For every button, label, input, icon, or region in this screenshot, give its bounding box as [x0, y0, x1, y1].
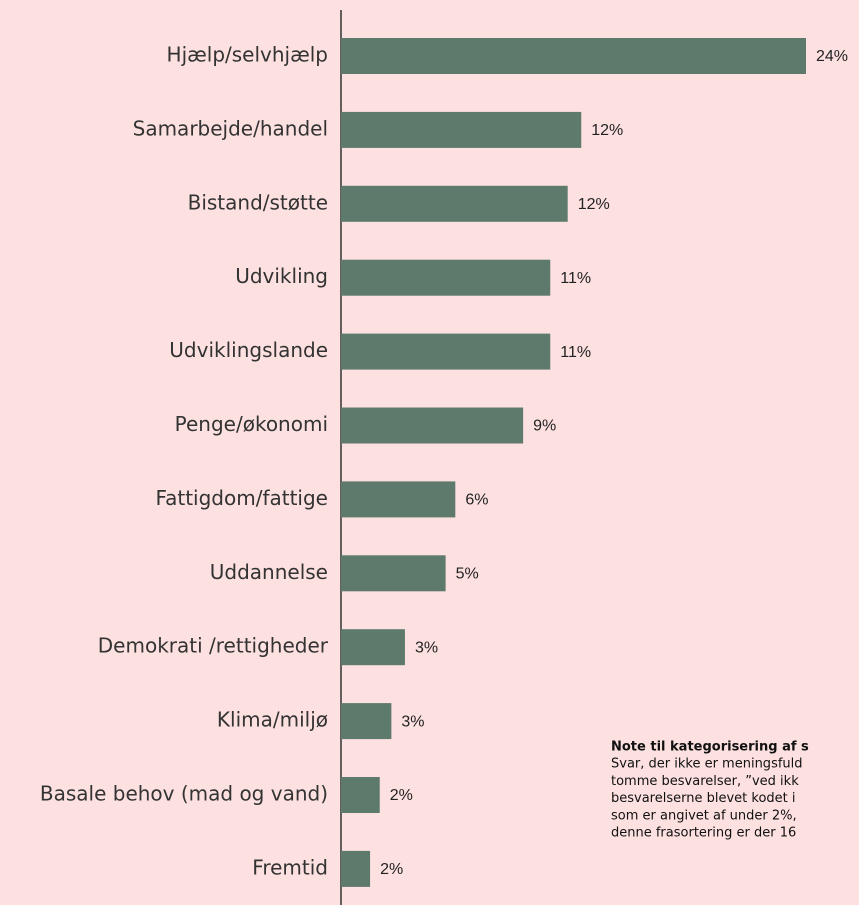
category-label: Penge/økonomi [175, 412, 328, 436]
bar [341, 850, 371, 887]
category-label: Hjælp/selvhjælp [167, 43, 328, 67]
value-label: 2% [380, 861, 403, 878]
bar [341, 777, 380, 813]
bar [341, 111, 582, 148]
bar [341, 333, 551, 370]
bar [341, 629, 405, 666]
note-line: denne frasortering er der 16 [611, 826, 796, 841]
value-label: 9% [533, 418, 556, 435]
value-label: 2% [390, 787, 413, 804]
note-title: Note til kategorisering af s [611, 740, 809, 755]
category-label: Fattigdom/fattige [155, 486, 328, 510]
bar [341, 185, 568, 222]
value-label: 6% [465, 492, 488, 509]
value-label: 12% [591, 122, 623, 139]
bar [341, 38, 806, 74]
value-label: 11% [560, 270, 591, 287]
note-line: besvarelserne blevet kodet i [611, 791, 796, 806]
category-label: Bistand/støtte [188, 190, 328, 214]
value-label: 3% [401, 713, 424, 730]
category-label: Samarbejde/handel [133, 116, 328, 140]
value-label: 3% [415, 639, 438, 656]
bar [341, 555, 446, 592]
value-label: 12% [578, 196, 610, 213]
bar [341, 259, 551, 296]
bar [341, 703, 392, 740]
note-line: tomme besvarelser, ”ved ikk [611, 774, 799, 789]
category-label: Demokrati /rettigheder [98, 634, 329, 658]
category-label: Uddannelse [210, 560, 328, 584]
category-label: Basale behov (mad og vand) [40, 782, 328, 806]
bar [341, 407, 524, 444]
note-line: Svar, der ikke er meningsfuld [611, 757, 803, 772]
value-label: 5% [456, 566, 479, 583]
category-label: Fremtid [252, 855, 328, 879]
category-label: Klima/miljø [217, 708, 328, 732]
category-label: Udviklingslande [169, 338, 328, 362]
value-label: 24% [816, 48, 848, 65]
note-line: som er angivet af under 2%, [611, 808, 797, 823]
category-label: Udvikling [235, 264, 328, 288]
bar [341, 481, 456, 518]
value-label: 11% [560, 344, 591, 361]
